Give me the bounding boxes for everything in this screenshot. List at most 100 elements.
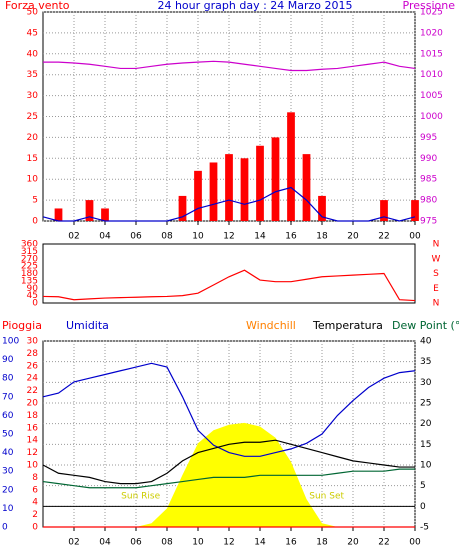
x-tick-label: 14 (254, 232, 266, 242)
x-tick-label: 00 (409, 538, 421, 548)
y2ticks-label: 1025 (420, 8, 443, 18)
x-tick-label: 06 (130, 538, 142, 548)
y2ticks-label: 20 (420, 419, 432, 429)
hticks-label: 50 (2, 430, 14, 440)
yticks-label: 22 (27, 386, 38, 396)
yticks-label: 35 (27, 70, 38, 80)
y2ticks-label: 15 (420, 440, 431, 450)
y2ticks-label: 985 (420, 175, 437, 185)
direction-label: E (433, 284, 439, 294)
series-line (42, 468, 415, 489)
y2ticks-label: 40 (420, 337, 432, 347)
y2ticks-label: 1005 (420, 91, 443, 101)
x-tick-label: 12 (223, 232, 234, 242)
pressure-label: Pressione (403, 0, 456, 12)
x-tick-label: 08 (161, 232, 173, 242)
y2ticks-label: 5 (420, 481, 426, 491)
gust-bar (101, 208, 109, 221)
y2ticks-label: 1015 (420, 49, 443, 59)
yticks-label: 28 (27, 349, 39, 359)
yticks-label: 360 (21, 240, 38, 250)
hticks-label: 10 (2, 504, 14, 514)
yticks-label: 40 (27, 49, 39, 59)
x-tick-label: 22 (378, 232, 389, 242)
rain-label: Pioggia (2, 319, 42, 332)
y2ticks-label: 1020 (420, 28, 443, 38)
gust-bar (225, 154, 233, 221)
yticks-label: 90 (27, 284, 39, 294)
series-line (42, 362, 416, 457)
wind-label: Forza vento (5, 0, 70, 12)
yticks-label: 8 (32, 473, 38, 483)
x-tick-label: 06 (130, 232, 142, 242)
y2ticks-label: 10 (420, 461, 432, 471)
y2ticks-label: 995 (420, 133, 437, 143)
y2ticks-label: 30 (420, 378, 432, 388)
series-line (42, 269, 416, 302)
direction-label: W (432, 254, 441, 264)
x-tick-label: 02 (68, 538, 79, 548)
gust-bar (194, 170, 202, 221)
gust-bar (318, 195, 326, 221)
x-tick-label: 10 (192, 538, 204, 548)
yticks-label: 25 (27, 112, 38, 122)
x-tick-label: 18 (316, 538, 328, 548)
series-line (43, 60, 416, 72)
x-tick-label: 16 (285, 538, 297, 548)
yticks-label: 20 (27, 133, 39, 143)
series-line (42, 186, 416, 222)
hticks-label: 100 (2, 337, 19, 347)
chart-title: 24 hour graph day : 24 Marzo 2015 (157, 0, 352, 12)
yticks-label: 14 (27, 436, 39, 446)
yticks-label: 12 (27, 448, 38, 458)
gust-bar (209, 162, 218, 221)
y2ticks-label: 1010 (420, 70, 443, 80)
x-tick-label: 20 (347, 232, 359, 242)
dewpoint-label: Dew Point (°C (392, 319, 459, 332)
yticks-label: 10 (27, 175, 39, 185)
gust-bar (178, 195, 187, 221)
hticks-label: 20 (2, 485, 14, 495)
y2ticks-label: 0 (420, 502, 426, 512)
hticks-label: 60 (2, 411, 14, 421)
hticks-label: 40 (2, 448, 14, 458)
yticks-label: 180 (21, 269, 38, 279)
y2ticks-label: 975 (420, 217, 437, 227)
sunset-label: Sun Set (309, 492, 344, 502)
yticks-label: 270 (21, 254, 38, 264)
yticks-label: 6 (32, 485, 38, 495)
x-tick-label: 00 (409, 232, 421, 242)
yticks-label: 0 (32, 217, 38, 227)
yticks-label: 0 (32, 523, 38, 533)
gust-bar (271, 137, 280, 221)
x-tick-label: 12 (223, 538, 234, 548)
y2ticks-label: -5 (420, 523, 429, 533)
gust-bar (380, 200, 388, 221)
gust-bar (411, 200, 419, 221)
x-tick-label: 22 (378, 538, 389, 548)
hticks-label: 0 (2, 523, 8, 533)
yticks-label: 26 (27, 361, 39, 371)
x-tick-label: 04 (99, 538, 111, 548)
yticks-label: 45 (27, 28, 38, 38)
yticks-label: 2 (32, 510, 38, 520)
x-tick-label: 10 (192, 232, 204, 242)
y2ticks-label: 1000 (420, 112, 443, 122)
series-line (42, 439, 415, 485)
y2ticks-label: 980 (420, 196, 437, 206)
yticks-label: 4 (32, 498, 38, 508)
hticks-label: 80 (2, 374, 14, 384)
sunrise-label: Sun Rise (121, 492, 160, 502)
direction-label: S (433, 269, 439, 279)
direction-label: N (433, 299, 440, 309)
yticks-label: 315 (21, 247, 38, 257)
x-tick-label: 16 (285, 232, 297, 242)
yticks-label: 30 (27, 337, 39, 347)
temperature-label: Temperatura (312, 319, 383, 332)
gust-bar (240, 158, 249, 221)
yticks-label: 135 (21, 276, 38, 286)
gust-bar (54, 208, 63, 221)
y2ticks-label: 25 (420, 399, 431, 409)
yticks-label: 5 (32, 196, 38, 206)
